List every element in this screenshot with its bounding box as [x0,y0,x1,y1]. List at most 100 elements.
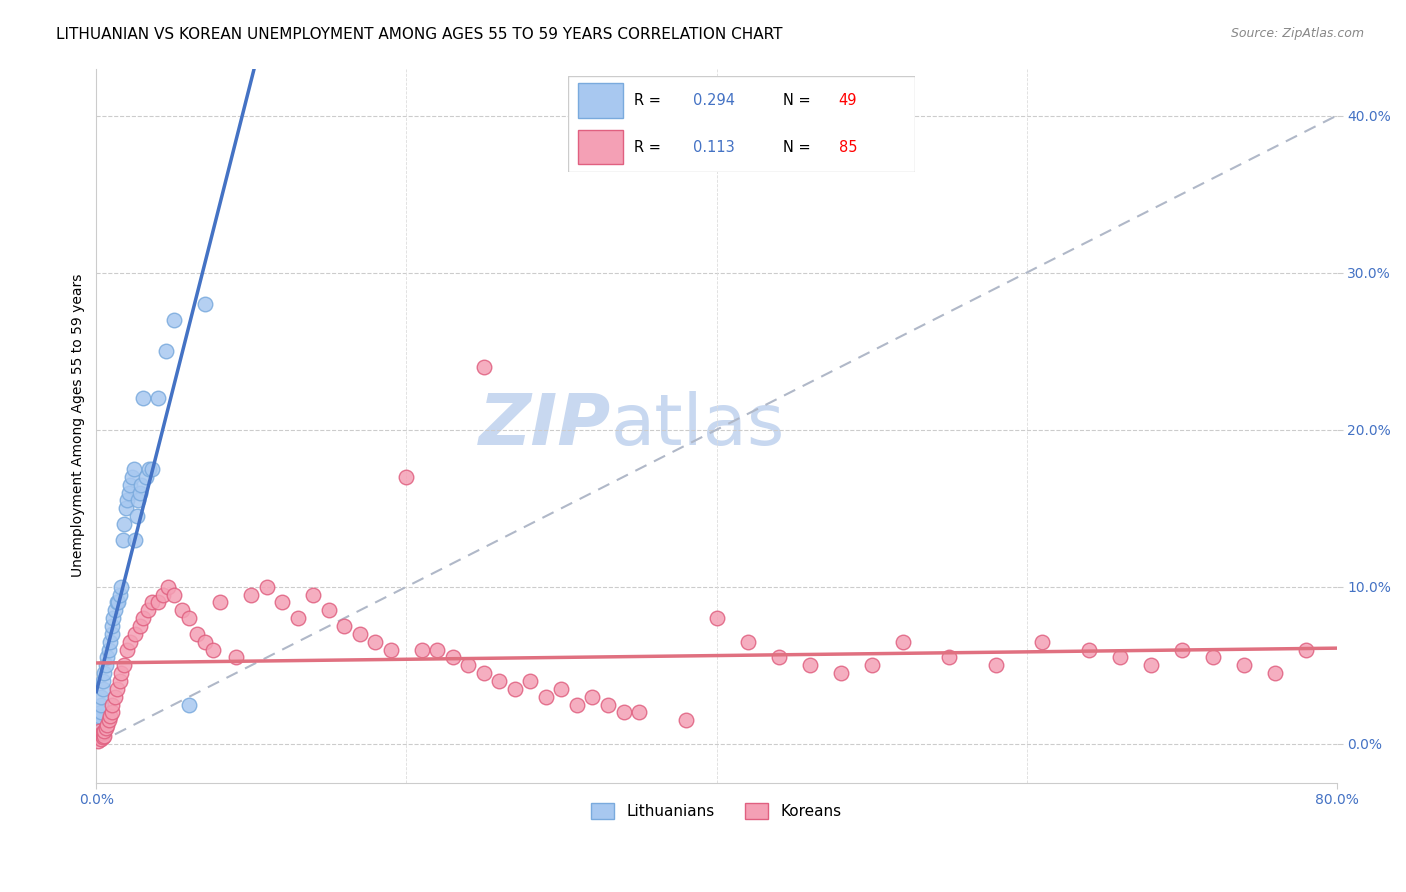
Point [170,603,193,617]
Point [128,619,150,633]
Point [108,673,131,688]
Point [333,619,356,633]
Point [1077,642,1099,657]
Point [1201,650,1223,665]
Point [737,634,759,648]
Point [120,634,142,648]
Point [799,658,821,673]
Point [148,595,170,609]
Point [93,724,115,739]
Point [395,470,418,484]
Point [112,658,135,673]
Point [124,533,146,547]
Point [194,297,217,311]
Point [125,509,148,524]
Point [891,634,914,648]
Point [89,729,111,743]
Point [104,690,127,704]
Point [89,724,111,739]
Point [107,595,129,609]
Point [768,650,790,665]
Point [156,580,179,594]
Point [627,706,650,720]
Point [148,392,170,406]
Point [380,642,402,657]
Point [596,698,619,712]
Point [565,698,588,712]
Point [101,627,124,641]
Point [612,706,634,720]
Point [117,642,139,657]
Point [90,732,112,747]
Point [152,588,174,602]
Point [287,611,309,625]
Point [302,588,325,602]
Point [121,470,143,484]
Point [141,462,163,476]
Point [141,595,163,609]
Text: LITHUANIAN VS KOREAN UNEMPLOYMENT AMONG AGES 55 TO 59 YEARS CORRELATION CHART: LITHUANIAN VS KOREAN UNEMPLOYMENT AMONG … [56,27,783,42]
Point [91,681,114,696]
Point [186,627,208,641]
Point [503,681,526,696]
Point [112,516,135,531]
Text: Source: ZipAtlas.com: Source: ZipAtlas.com [1230,27,1364,40]
Point [411,642,433,657]
Point [91,731,114,745]
Point [90,690,112,704]
Point [90,698,112,712]
Point [114,501,136,516]
Point [271,595,294,609]
Point [91,726,114,740]
Point [581,690,603,704]
Point [87,733,110,747]
Point [472,359,495,374]
Point [93,729,115,743]
Point [87,724,110,739]
Point [256,580,278,594]
Point [128,485,150,500]
Point [105,595,128,609]
Point [938,650,960,665]
Point [87,729,110,743]
Point [706,611,728,625]
Point [457,658,479,673]
Point [89,724,111,739]
Text: atlas: atlas [612,392,786,460]
Point [97,642,120,657]
Point [111,533,134,547]
Point [120,477,142,491]
Legend: Lithuanians, Koreans: Lithuanians, Koreans [585,797,848,825]
Point [426,642,449,657]
Point [104,603,127,617]
Point [136,603,159,617]
Point [194,634,217,648]
Point [675,713,697,727]
Point [830,666,852,681]
Point [96,718,118,732]
Point [163,312,186,326]
Point [984,658,1007,673]
Point [209,595,232,609]
Point [163,588,186,602]
Point [101,698,124,712]
Point [127,493,149,508]
Point [441,650,464,665]
Point [101,619,124,633]
Point [472,666,495,681]
Point [179,698,201,712]
Point [1139,658,1161,673]
Point [98,634,121,648]
Point [89,718,111,732]
Point [1233,658,1256,673]
Point [103,611,125,625]
Point [98,708,121,723]
Point [860,658,883,673]
Point [93,666,115,681]
Point [122,462,145,476]
Point [1108,650,1130,665]
Point [97,713,120,727]
Point [519,673,541,688]
Point [105,681,128,696]
Point [118,485,141,500]
